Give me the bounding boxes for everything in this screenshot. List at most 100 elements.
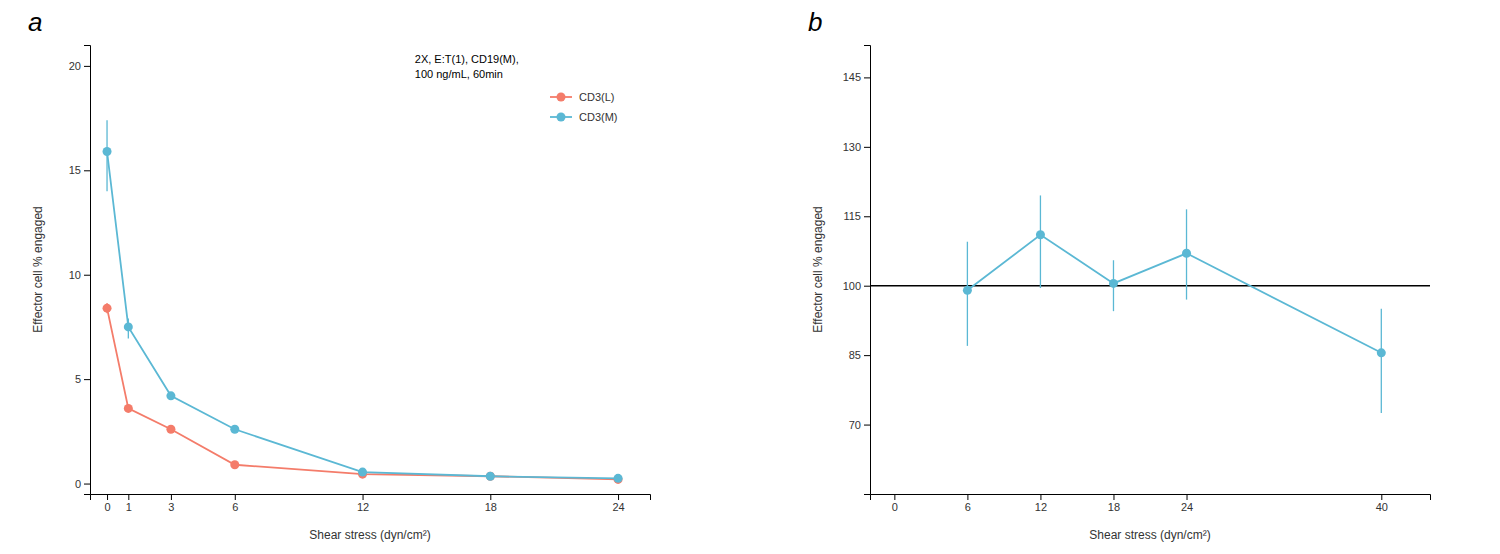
y-tick: 115 [843, 210, 870, 222]
x-tick: 40 [1376, 494, 1388, 513]
data-point [1377, 348, 1386, 357]
x-tick-label: 24 [612, 501, 624, 513]
y-tick: 20 [69, 60, 90, 72]
x-tick-label: 40 [1376, 501, 1388, 513]
panel-title: a [28, 7, 42, 37]
x-tick-mark [128, 494, 129, 500]
annotation-line: 2X, E:T(1), CD19(M), [415, 53, 519, 65]
y-tick-label: 115 [843, 210, 861, 222]
x-tick-mark [894, 494, 895, 500]
x-tick-label: 12 [1035, 501, 1047, 513]
data-point [614, 474, 623, 483]
y-tick: 5 [75, 373, 90, 385]
x-axis-line [871, 495, 1431, 501]
series-line [107, 308, 618, 479]
y-tick-mark [84, 275, 90, 276]
data-point [103, 147, 112, 156]
x-tick: 24 [612, 494, 624, 513]
y-tick: 0 [75, 478, 90, 490]
y-tick-mark [864, 355, 870, 356]
error-bar [1381, 309, 1382, 413]
y-tick-label: 15 [69, 164, 81, 176]
y-tick-mark [864, 77, 870, 78]
series [103, 120, 623, 483]
series-line [107, 152, 618, 479]
data-point [1036, 230, 1045, 239]
data-point [963, 286, 972, 295]
x-tick-mark [1113, 494, 1114, 500]
data-point [486, 472, 495, 481]
x-tick-label: 1 [126, 501, 132, 513]
x-tick-label: 6 [965, 501, 971, 513]
y-tick-mark [84, 66, 90, 67]
x-tick: 0 [104, 494, 110, 513]
legend-item: CD3(L) [550, 91, 614, 103]
y-tick-label: 130 [843, 141, 861, 153]
x-tick-label: 3 [168, 501, 174, 513]
data-point [486, 472, 495, 481]
legend-marker [557, 93, 566, 102]
y-tick: 145 [843, 71, 870, 83]
plot-area [103, 120, 623, 484]
y-tick-mark [864, 147, 870, 148]
y-tick-label: 20 [69, 60, 81, 72]
error-bar [1040, 195, 1041, 288]
data-point [1182, 249, 1191, 258]
series [963, 195, 1386, 413]
x-tick-label: 24 [1181, 501, 1193, 513]
x-tick: 6 [232, 494, 238, 513]
y-axis-title: Effector cell % engaged [31, 206, 45, 333]
series-line [967, 235, 1381, 353]
y-tick: 100 [843, 280, 870, 292]
x-tick-mark [1381, 494, 1382, 500]
panel-title: b [808, 7, 822, 37]
x-tick: 12 [357, 494, 369, 513]
y-tick-mark [84, 170, 90, 171]
x-tick-label: 0 [892, 501, 898, 513]
y-tick-mark [84, 379, 90, 380]
series [103, 303, 623, 484]
x-axis: 0 6 12 18 24 40 [871, 494, 1431, 513]
x-tick-label: 0 [104, 501, 110, 513]
y-tick: 10 [69, 269, 90, 281]
y-tick-label: 10 [69, 269, 81, 281]
x-tick-mark [618, 494, 619, 500]
x-tick-mark [967, 494, 968, 500]
chart-canvas: 0 1 3 6 12 18 24 0 5 10 15 20 Shear stress (dyn/cm²)… [0, 0, 1500, 554]
annotation: 2X, E:T(1), CD19(M), 100 ng/mL, 60min [415, 53, 519, 80]
y-tick-label: 0 [75, 478, 81, 490]
x-axis-line [91, 495, 651, 501]
y-axis-line [84, 46, 91, 495]
x-tick-mark [235, 494, 236, 500]
plot-area [870, 195, 1430, 413]
x-tick-mark [363, 494, 364, 500]
x-tick-mark [1040, 494, 1041, 500]
x-tick-mark [1187, 494, 1188, 500]
data-point [124, 322, 133, 331]
y-tick: 85 [849, 349, 870, 361]
data-point [166, 391, 175, 400]
y-tick-label: 100 [843, 280, 861, 292]
annotation-line: 100 ng/mL, 60min [415, 68, 503, 80]
y-axis-title: Effector cell % engaged [811, 206, 825, 333]
x-tick: 18 [1108, 494, 1120, 513]
data-point [358, 468, 367, 477]
y-tick: 130 [843, 141, 870, 153]
x-tick: 6 [965, 494, 971, 513]
legend-item: CD3(M) [550, 111, 618, 123]
x-axis: 0 1 3 6 12 18 24 [91, 494, 651, 513]
x-axis-title: Shear stress (dyn/cm²) [1089, 528, 1210, 542]
data-point [124, 404, 133, 413]
x-tick: 18 [485, 494, 497, 513]
panel: 06121824407085100115130145Shear stress (… [808, 7, 1431, 542]
data-point [230, 425, 239, 434]
x-tick: 24 [1181, 494, 1193, 513]
x-tick: 1 [126, 494, 132, 513]
legend-label: CD3(M) [579, 111, 618, 123]
x-tick-mark [107, 494, 108, 500]
x-tick: 12 [1035, 494, 1047, 513]
x-axis-title: Shear stress (dyn/cm²) [309, 528, 430, 542]
data-point [1109, 279, 1118, 288]
y-tick-mark [864, 286, 870, 287]
legend-marker [557, 113, 566, 122]
